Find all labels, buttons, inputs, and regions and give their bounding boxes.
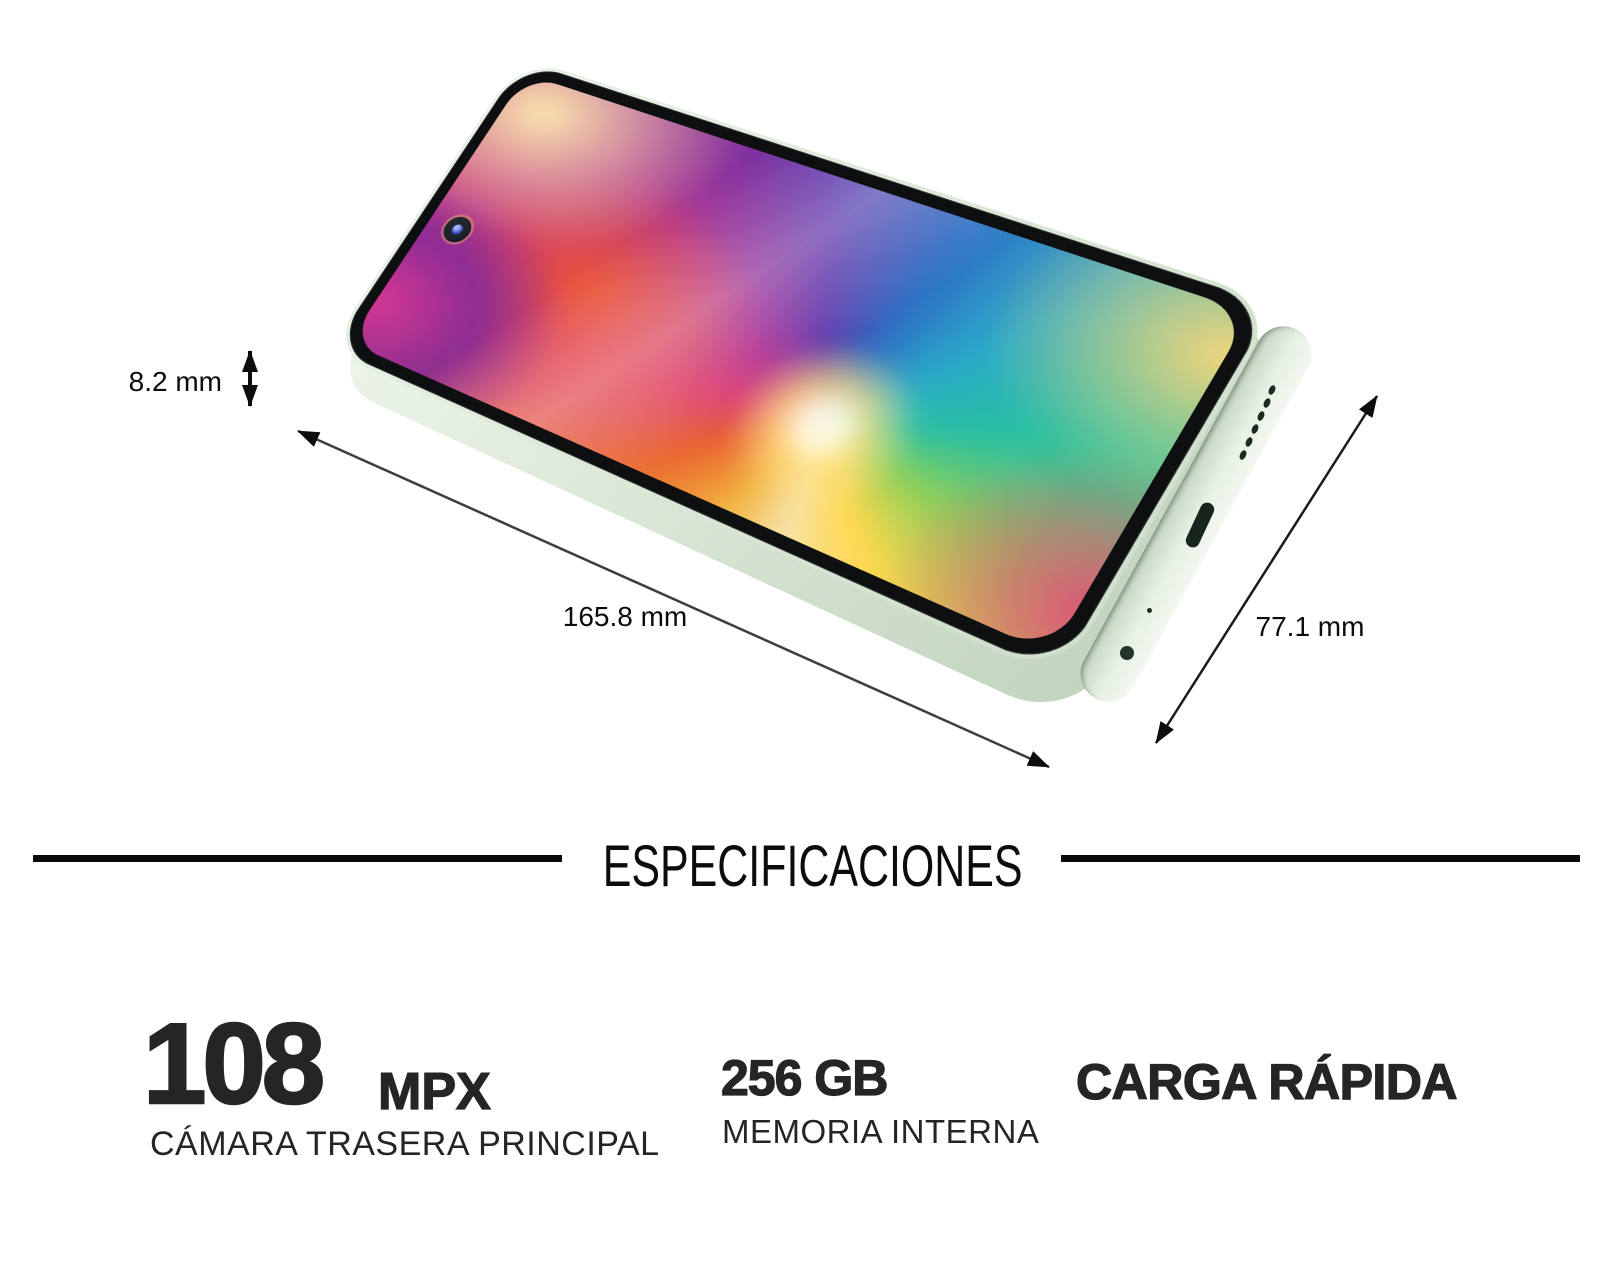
camera-spec-value: 108 — [142, 1001, 327, 1128]
storage-spec-value: 256 GB — [720, 1050, 889, 1106]
charging-spec-value: CARGA RÁPIDA — [1075, 1054, 1458, 1110]
storage-spec-label: MEMORIA INTERNA — [722, 1113, 1040, 1150]
camera-spec-label: CÁMARA TRASERA PRINCIPAL — [150, 1125, 660, 1163]
thickness-label: 8.2 mm — [128, 366, 222, 397]
section-title: ESPECIFICACIONES — [602, 834, 1023, 899]
width-arrow-icon — [1154, 395, 1379, 744]
divider-line-left — [33, 855, 562, 862]
divider-line-right — [1061, 855, 1580, 862]
length-arrow-icon — [297, 429, 1050, 769]
length-label: 165.8 mm — [562, 601, 688, 632]
width-label: 77.1 mm — [1255, 611, 1365, 642]
mic-hole-icon — [1147, 608, 1152, 613]
camera-spec-unit: MPX — [377, 1063, 491, 1121]
headphone-jack-icon — [1120, 646, 1134, 660]
